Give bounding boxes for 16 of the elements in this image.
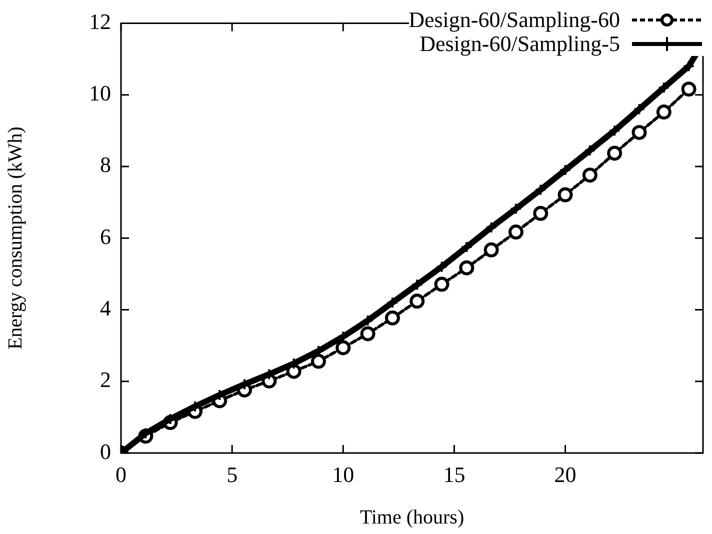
x-tick-label: 20 xyxy=(554,462,576,487)
y-tick-label: 8 xyxy=(100,152,111,178)
y-tick-label: 4 xyxy=(100,296,111,321)
legend-label: Design-60/Sampling-60 xyxy=(408,7,620,33)
x-tick-label: 5 xyxy=(226,462,238,487)
x-tick-label: 0 xyxy=(116,462,126,487)
legend-label: Design-60/Sampling-5 xyxy=(420,31,620,57)
y-tick-label: 12 xyxy=(89,8,111,34)
y-tick-label: 2 xyxy=(100,367,111,392)
y-tick-label: 6 xyxy=(100,224,111,249)
y-tick-label: 0 xyxy=(100,438,111,464)
y-tick-label: 10 xyxy=(89,80,111,106)
x-tick-label: 15 xyxy=(443,462,466,487)
y-axis-title: Energy consumption (kWh) xyxy=(4,126,26,350)
x-tick-label: 10 xyxy=(332,462,354,487)
x-axis-title: Time (hours) xyxy=(360,506,464,528)
